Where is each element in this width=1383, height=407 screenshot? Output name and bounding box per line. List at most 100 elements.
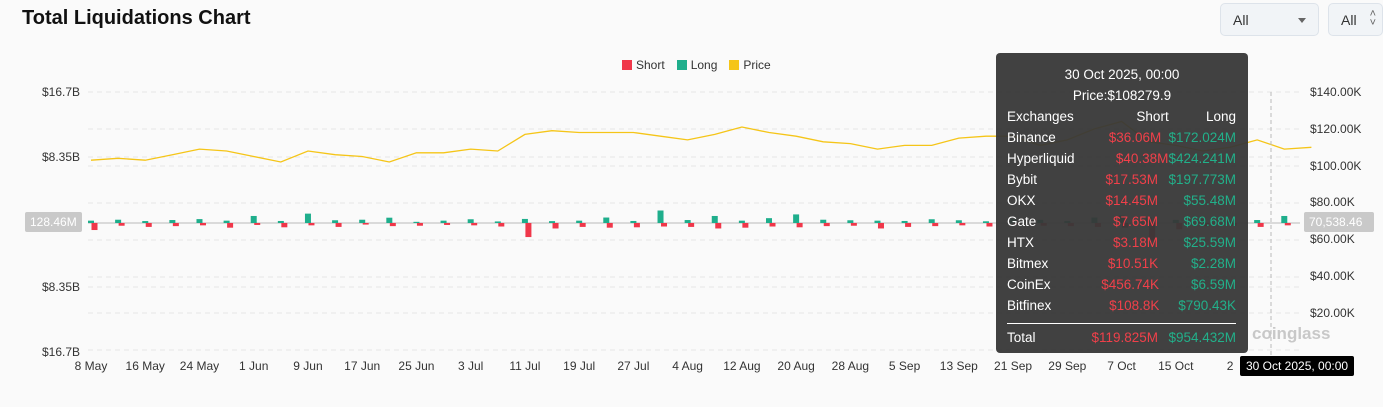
coin-select[interactable]: All ˄ ˅ [1328,3,1383,36]
x-axis-tick: 11 Jul [509,359,541,373]
exchange-select[interactable]: All [1220,3,1319,36]
tooltip-long: $2.28M [1190,256,1236,271]
x-axis-tick: 16 May [125,359,165,373]
tooltip-short: $10.51K [1107,256,1159,271]
short-bar [1257,223,1264,227]
long-bar [982,221,989,223]
x-axis-tick: 13 Sep [939,359,978,373]
short-bar [227,223,234,228]
short-bar [932,223,939,227]
tooltip-date: 30 Oct 2025, 00:00 [1064,67,1180,82]
x-axis-tick: 1 Jun [239,359,269,373]
x-axis-tick: 28 Aug [831,359,870,373]
tooltip-short: $36.06M [1108,130,1162,145]
short-bar [796,223,803,228]
short-bar [308,223,315,226]
short-bar [579,223,586,227]
short-bar [362,223,369,225]
short-bar [444,223,451,225]
long-bar [738,220,745,223]
long-bar [901,220,908,223]
tooltip-name: CoinEx [1007,277,1051,292]
right-axis-tick: $40.00K [1310,269,1355,283]
legend-short[interactable]: Short [622,58,665,72]
x-axis-tick: 29 Sep [1048,359,1087,373]
long-bar [847,220,854,223]
short-bar [959,223,966,226]
x-axis-tick: 3 Jul [457,359,484,373]
long-bar [169,220,176,223]
legend-long[interactable]: Long [676,58,717,72]
left-axis-tick: $8.35B [42,280,81,294]
tooltip-total-short: $119.825M [1091,330,1158,345]
long-bar [928,219,935,223]
long-bar [359,219,366,223]
tooltip-short: $40.38M [1115,151,1169,166]
tooltip-row: Bitmex $10.51K $2.28M [1007,256,1236,277]
short-bar [715,223,722,229]
x-axis-tick: 5 Sep [888,359,921,373]
long-bar [576,220,583,223]
short-bar [877,223,884,229]
x-axis-tick: 15 Oct [1158,359,1194,373]
long-bar [277,220,284,223]
tooltip-name: OKX [1007,193,1036,208]
right-axis-tick: $120.00K [1310,121,1362,136]
long-bar [1254,220,1261,223]
short-bar [905,223,912,227]
long-bar [223,220,230,223]
x-axis-tick: 9 Jun [293,359,323,373]
long-bar [142,221,149,223]
tooltip-row: Gate $7.65M $69.68M [1007,214,1236,235]
x-axis-tick: 25 Jun [398,359,435,373]
x-axis-tick: 4 Aug [672,359,703,373]
tooltip-row: HTX $3.18M $25.59M [1007,235,1236,256]
watermark: coinglass [1252,324,1331,343]
tooltip-name: Bybit [1007,172,1038,187]
tooltip-row: Bitfinex $108.8K $790.43K [1007,298,1236,319]
crosshair-right-label: 70,538.46 [1304,212,1374,232]
tooltip-name: Binance [1007,130,1056,145]
tooltip-long: $424.241M [1168,151,1236,166]
long-bar [521,218,528,223]
long-bar [332,220,339,223]
tooltip-row: Bybit $17.53M $197.773M [1007,172,1236,193]
short-bar [552,223,559,229]
long-bar [440,220,447,223]
long-bar [196,219,203,223]
x-axis-tick: 17 Jun [344,359,381,373]
tooltip-short: $108.8K [1109,298,1160,313]
short-bar [769,223,776,227]
tooltip-total-label: Total [1007,330,1036,345]
short-bar [606,223,613,228]
crosshair-date-label: 30 Oct 2025, 00:00 [1240,356,1355,376]
long-bar [711,215,718,223]
left-axis-tick: $16.7B [42,85,81,99]
tooltip-divider [1007,323,1236,324]
tooltip-short: $17.53M [1105,172,1158,187]
right-axis-tick: $80.00K [1310,195,1355,210]
tooltip-name: Bitmex [1007,256,1049,271]
long-bar [630,220,637,223]
crosshair-left-label: 128.46M [25,212,82,232]
tooltip-row: OKX $14.45M $55.48M [1007,193,1236,214]
tooltip-price: Price:$108279.9 [1072,88,1172,103]
x-axis-tick: 20 Aug [777,359,815,373]
legend-price[interactable]: Price [729,58,771,72]
short-bar [118,223,125,226]
long-bar [413,221,420,223]
tooltip-long: $25.59M [1183,235,1236,250]
short-bar [416,223,423,226]
caret-down-icon [1298,18,1306,27]
long-bar [115,219,122,223]
short-bar [498,223,505,227]
short-bar [688,223,695,227]
long-bar [874,220,881,223]
tooltip-long: $172.024M [1168,130,1236,145]
tooltip-short: $3.18M [1112,235,1158,250]
short-bar [823,223,830,227]
x-axis-tick: 8 May [74,359,108,373]
right-axis-tick: $20.00K [1310,305,1355,320]
page-title: Total Liquidations Chart [22,7,251,29]
x-axis-tick: 19 Jul [563,359,596,373]
